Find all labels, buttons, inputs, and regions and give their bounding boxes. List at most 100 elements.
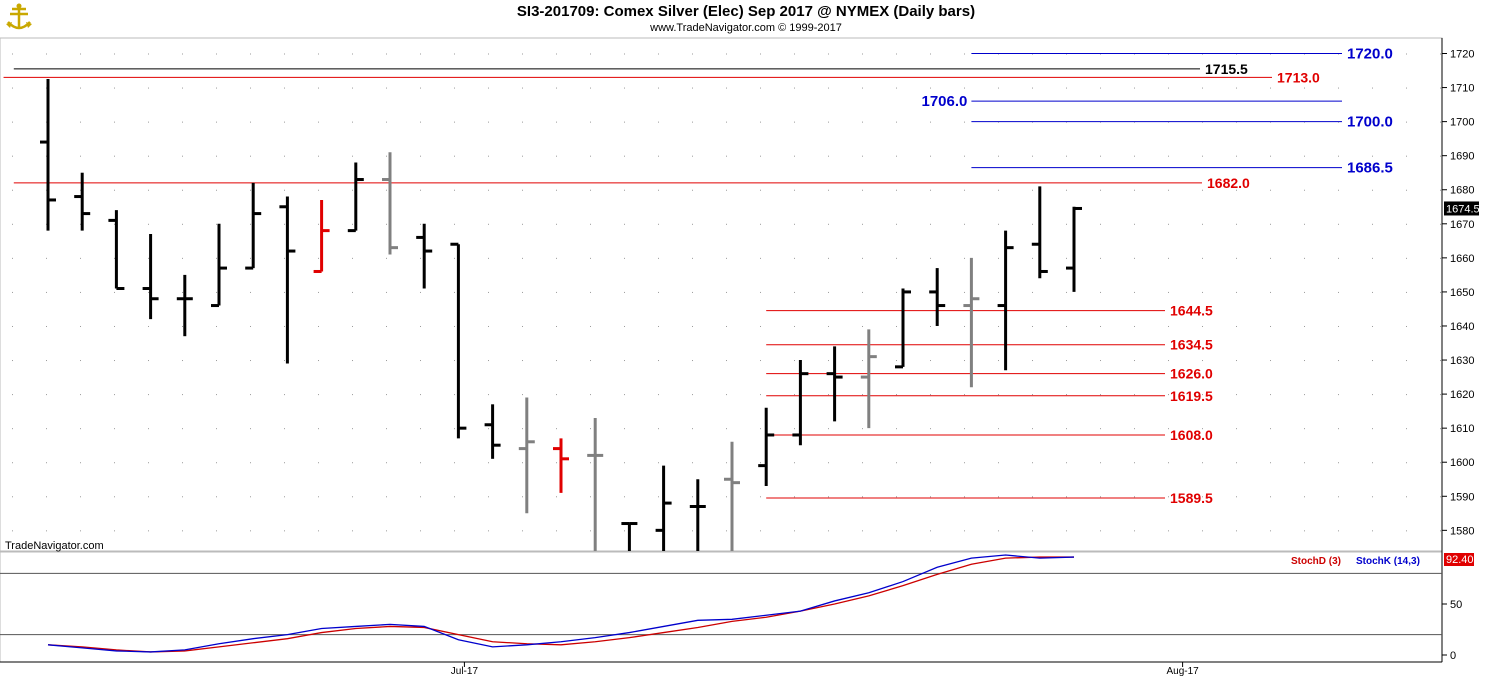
watermark-text: TradeNavigator.com <box>5 540 104 552</box>
grid-dot <box>1134 496 1135 498</box>
level-label-1608.0: 1608.0 <box>1170 427 1213 443</box>
level-label-1715.5: 1715.5 <box>1205 61 1248 77</box>
grid-dot <box>590 53 591 55</box>
grid-dot <box>658 121 659 123</box>
grid-dot <box>1304 530 1305 532</box>
grid-dot <box>1100 462 1101 464</box>
grid-dot <box>80 223 81 225</box>
grid-dot <box>318 530 319 532</box>
grid-dot <box>862 428 863 430</box>
grid-dot <box>522 462 523 464</box>
grid-dot <box>420 53 421 55</box>
grid-dot <box>896 155 897 157</box>
grid-dot <box>488 360 489 362</box>
grid-dot <box>216 87 217 89</box>
grid-dot <box>148 291 149 293</box>
grid-dot <box>1202 496 1203 498</box>
grid-dot <box>454 325 455 327</box>
grid-dot <box>556 87 557 89</box>
grid-dot <box>1440 291 1441 293</box>
grid-dot <box>1202 223 1203 225</box>
grid-dot <box>386 257 387 259</box>
grid-dot <box>420 223 421 225</box>
grid-dot <box>1440 257 1441 259</box>
grid-dot <box>182 291 183 293</box>
grid-dot <box>692 530 693 532</box>
grid-dot <box>998 155 999 157</box>
grid-dot <box>148 360 149 362</box>
grid-dot <box>726 121 727 123</box>
grid-dot <box>726 462 727 464</box>
grid-dot <box>1270 428 1271 430</box>
grid-dot <box>760 53 761 55</box>
grid-dot <box>862 394 863 396</box>
grid-dot <box>386 223 387 225</box>
grid-dot <box>454 428 455 430</box>
grid-dot <box>284 360 285 362</box>
grid-dot <box>318 223 319 225</box>
grid-dot <box>1338 394 1339 396</box>
grid-dot <box>1270 155 1271 157</box>
grid-dot <box>46 325 47 327</box>
grid-dot <box>1406 189 1407 191</box>
grid-dot <box>658 291 659 293</box>
grid-dot <box>386 53 387 55</box>
grid-dot <box>80 394 81 396</box>
grid-dot <box>1202 530 1203 532</box>
grid-dot <box>692 360 693 362</box>
grid-dot <box>1440 87 1441 89</box>
grid-dot <box>284 394 285 396</box>
grid-dot <box>964 428 965 430</box>
grid-dot <box>1236 325 1237 327</box>
grid-dot <box>590 223 591 225</box>
grid-dot <box>182 155 183 157</box>
grid-dot <box>1100 257 1101 259</box>
grid-dot <box>182 360 183 362</box>
grid-dot <box>692 496 693 498</box>
grid-dot <box>216 325 217 327</box>
grid-dot <box>794 428 795 430</box>
grid-dot <box>46 462 47 464</box>
grid-dot <box>658 325 659 327</box>
grid-dot <box>624 121 625 123</box>
grid-dot <box>1168 394 1169 396</box>
grid-dot <box>182 121 183 123</box>
grid-dot <box>148 530 149 532</box>
grid-dot <box>1032 87 1033 89</box>
grid-dot <box>284 155 285 157</box>
grid-dot <box>250 394 251 396</box>
price-panel-frame <box>0 37 1443 552</box>
grid-dot <box>80 121 81 123</box>
grid-dot <box>828 257 829 259</box>
grid-dot <box>420 87 421 89</box>
grid-dot <box>318 87 319 89</box>
grid-dot <box>454 53 455 55</box>
price-axis-label: 1680 <box>1450 185 1474 197</box>
grid-dot <box>726 257 727 259</box>
grid-dot <box>80 87 81 89</box>
grid-dot <box>590 121 591 123</box>
grid-dot <box>216 291 217 293</box>
grid-dot <box>148 462 149 464</box>
grid-dot <box>1168 257 1169 259</box>
grid-dot <box>1338 360 1339 362</box>
grid-dot <box>862 496 863 498</box>
grid-dot <box>250 189 251 191</box>
grid-dot <box>386 189 387 191</box>
stoch-legend-k: StochK (14,3) <box>1356 556 1420 567</box>
grid-dot <box>760 325 761 327</box>
chart-title: SI3-201709: Comex Silver (Elec) Sep 2017… <box>516 3 976 20</box>
grid-dot <box>726 223 727 225</box>
grid-dot <box>1168 530 1169 532</box>
grid-dot <box>182 87 183 89</box>
grid-dot <box>114 462 115 464</box>
grid-dot <box>1168 223 1169 225</box>
grid-dot <box>964 496 965 498</box>
grid-dot <box>862 189 863 191</box>
grid-dot <box>420 360 421 362</box>
grid-dot <box>454 530 455 532</box>
price-axis-label: 1700 <box>1450 117 1474 129</box>
grid-dot <box>488 189 489 191</box>
grid-dot <box>1100 223 1101 225</box>
grid-dot <box>998 530 999 532</box>
